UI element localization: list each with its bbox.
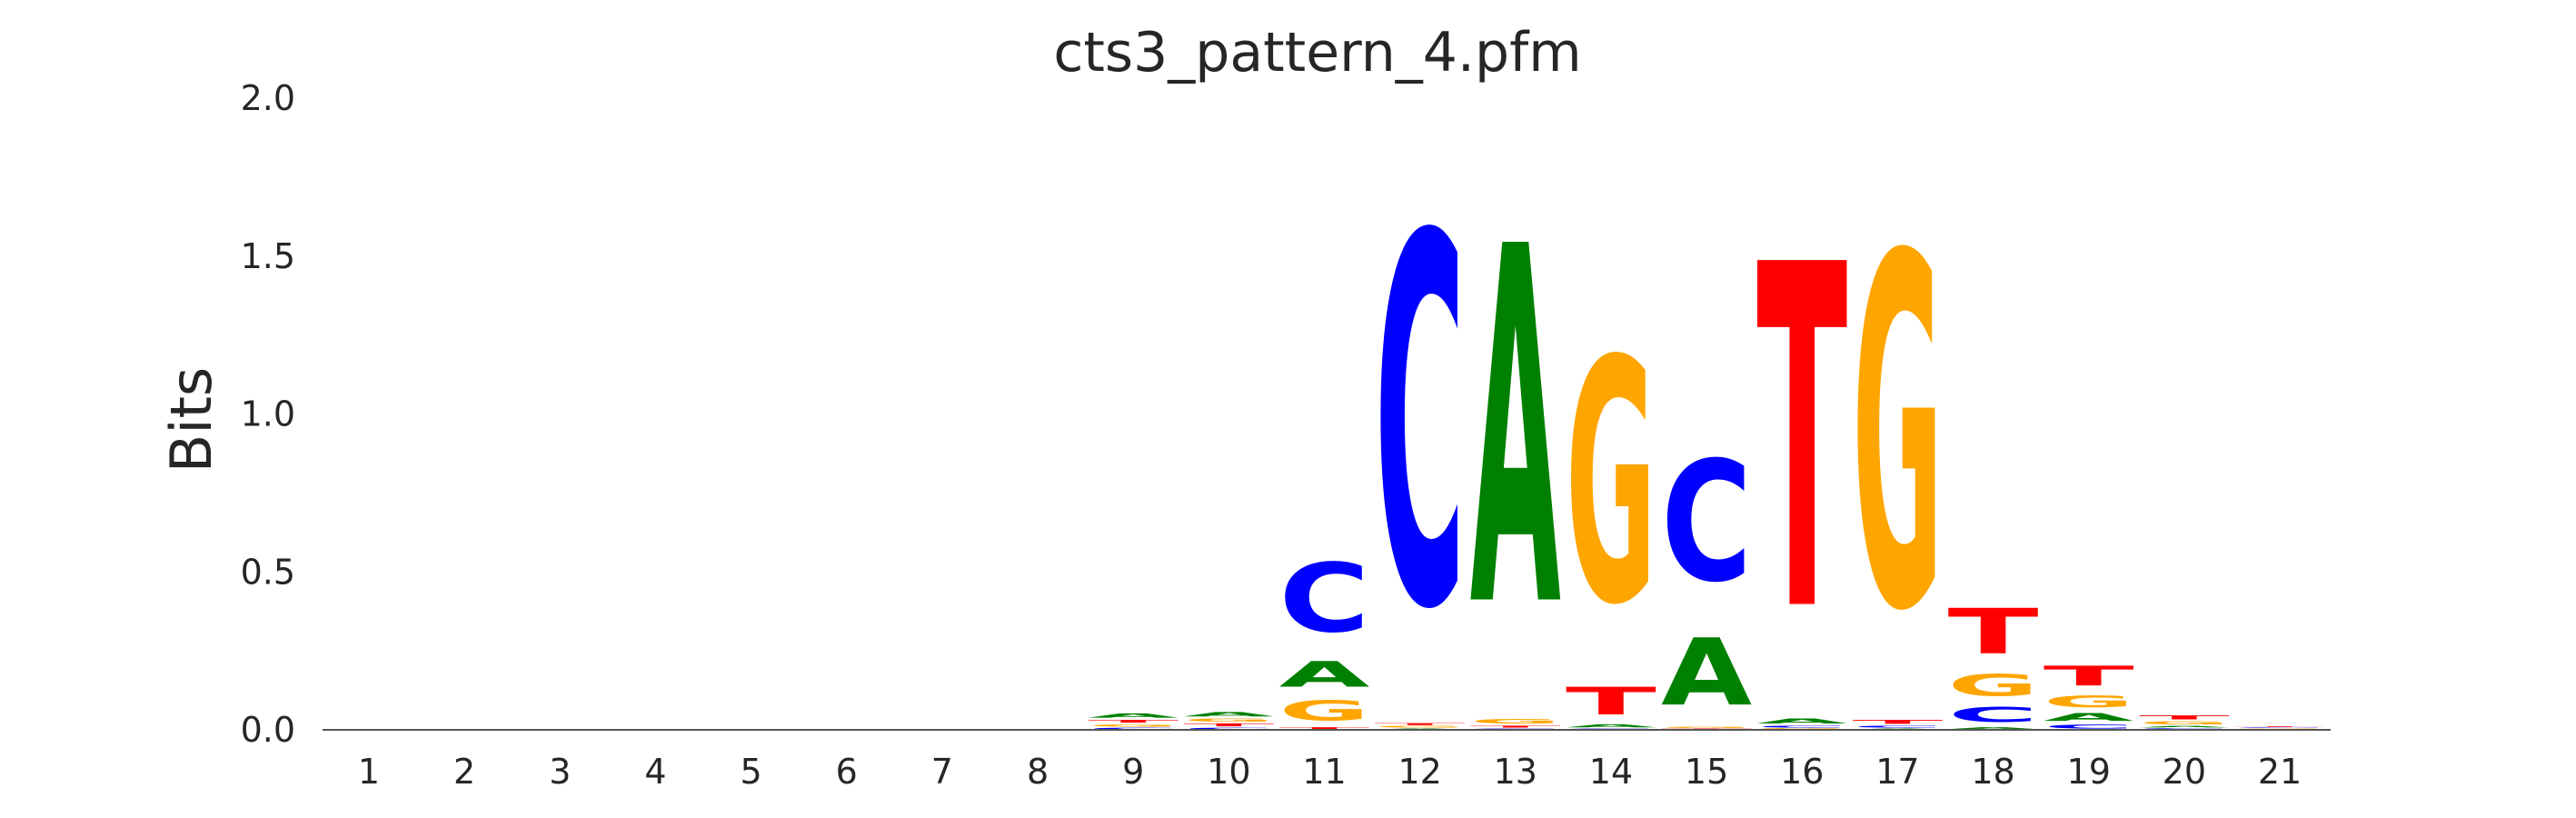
logo-letter-C: C [1088,727,1179,730]
logo-letter-G: G [1088,723,1179,727]
x-tick-label: 3 [549,752,571,792]
logo-letter-T: T [1279,727,1370,730]
logo-letter-C: C [1756,725,1847,728]
logo-letter-A: A [2139,725,2230,728]
logo-letter-A: A [1948,727,2039,730]
x-tick-label: 6 [836,752,858,792]
logo-letter-T: T [1948,595,2039,668]
logo-letter-G: G [2044,692,2134,711]
logo-letter-T: T [2139,714,2230,721]
y-tick-label: 0.5 [241,552,295,592]
x-axis-ticks: 1 2 3 4 5 6 7 8 9 10 11 12 13 14 15 16 17 18 19 20 21 [358,752,2302,792]
x-tick-label: 19 [2067,752,2111,792]
logo-letter-G: G [1566,291,1656,679]
x-tick-label: 20 [2163,752,2206,792]
logo-letter-A: A [1088,713,1179,720]
y-tick-label: 1.5 [241,236,295,276]
chart-title: cts3_pattern_4.pfm [1053,21,1581,85]
logo-letter-C: C [1852,725,1943,728]
logo-letter-T: T [1756,166,1848,715]
x-tick-label: 21 [2258,752,2302,792]
logo-letter-G: G [1183,718,1274,723]
logo-letter-C: C [2234,727,2325,728]
logo-letter-A: A [1566,723,1656,728]
x-tick-label: 16 [1780,752,1824,792]
logo-letter-G: G [2234,728,2325,729]
x-tick-label: 8 [1027,752,1049,792]
logo-letter-A: A [1470,145,1562,716]
logo-letter-T: T [1566,680,1656,723]
x-tick-label: 17 [1875,752,1919,792]
logo-letter-T: T [2234,726,2325,727]
logo-letter-G: G [1948,668,2039,703]
logo-letter-C: C [2044,723,2134,730]
logo-letter-C: C [1375,130,1466,721]
logo-letter-G: G [1852,155,1943,717]
y-tick-label: 2.0 [241,78,295,118]
logo-letter-T: T [1183,723,1274,727]
logo-letter-T: T [1375,723,1466,725]
x-tick-label: 14 [1589,752,1633,792]
x-tick-label: 12 [1397,752,1441,792]
x-tick-label: 9 [1122,752,1144,792]
logo-letter-A: A [1278,654,1369,695]
logo-letter-A: A [2044,711,2134,723]
logo-letter-C: C [1279,543,1370,653]
logo-letter-stacks: CGTACTGATGACAGTCCTGACATGTGACGCATACTGACGT… [1088,130,2325,730]
logo-letter-C: C [2139,728,2230,730]
x-tick-label: 5 [741,752,762,792]
x-tick-label: 7 [931,752,953,792]
logo-letter-A: A [1661,620,1752,727]
logo-letter-T: T [1088,719,1179,723]
x-tick-label: 18 [1971,752,2014,792]
x-tick-label: 1 [358,752,380,792]
y-tick-label: 1.0 [241,394,295,434]
x-tick-label: 15 [1685,752,1728,792]
logo-letter-T: T [1852,719,1943,725]
logo-letter-G: G [1470,717,1561,725]
logo-letter-G: G [2139,721,2230,725]
logo-letter-G: G [1661,727,1752,729]
logo-letter-G: G [1375,726,1466,729]
x-tick-label: 4 [644,752,666,792]
logo-letter-T: T [2044,661,2134,693]
y-axis-label: Bits [158,367,224,473]
x-tick-label: 13 [1494,752,1537,792]
x-tick-label: 2 [453,752,475,792]
x-tick-label: 11 [1302,752,1346,792]
logo-letter-A: A [1756,717,1847,725]
logo-letter-C: C [1661,426,1752,619]
y-tick-label: 0.0 [241,710,295,750]
x-tick-label: 10 [1207,752,1250,792]
logo-letter-C: C [1948,703,2039,727]
logo-letter-T: T [1470,725,1561,728]
logo-letter-C: C [1183,727,1274,730]
logo-letter-G: G [1279,695,1370,727]
logo-letter-A: A [1183,711,1274,718]
y-axis-ticks: 0.0 0.5 1.0 1.5 2.0 [241,78,295,750]
